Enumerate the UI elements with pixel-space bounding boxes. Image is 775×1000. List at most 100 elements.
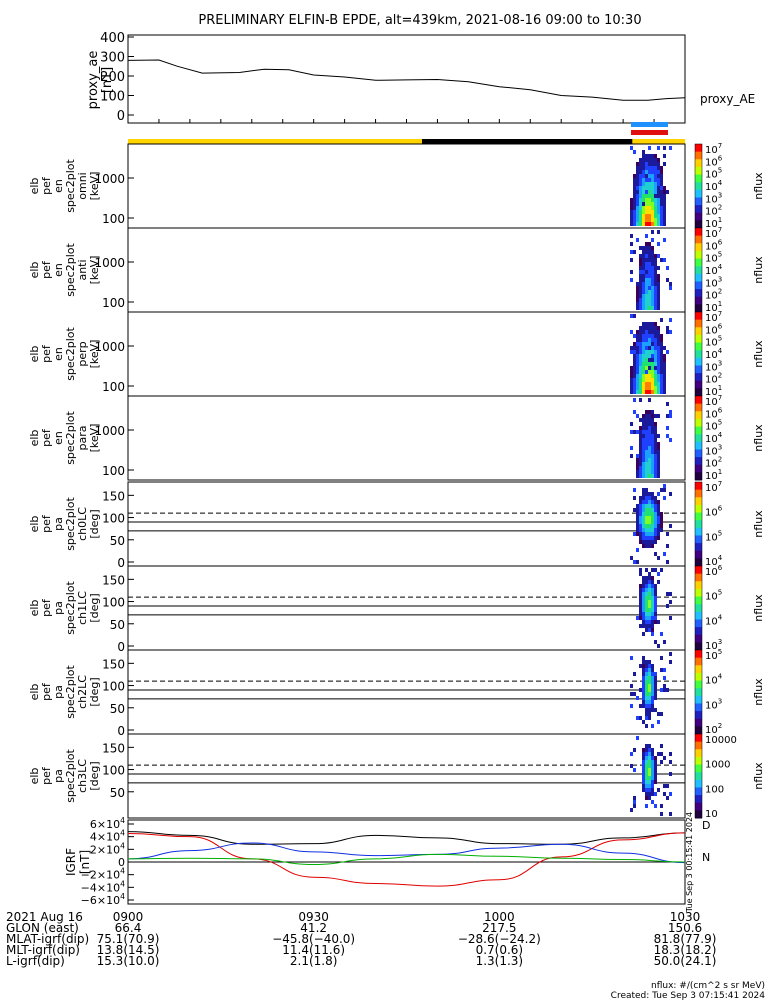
spec-cell [654, 474, 657, 478]
spec-cell [630, 390, 633, 394]
spec-cell [654, 470, 657, 474]
spec-cell [633, 430, 636, 434]
spec-cell [645, 390, 648, 394]
spec-cell [633, 488, 636, 492]
spec-cell [648, 532, 651, 536]
spec-cell [657, 326, 660, 330]
spec-cell [654, 462, 657, 466]
spec-ylabel-line: para [76, 426, 89, 451]
spec-cell [648, 796, 651, 800]
spec-cell [645, 458, 648, 462]
spec-cell [651, 294, 654, 298]
colorbar-tick-label-exp: 7 [718, 480, 722, 488]
spec-cell [636, 508, 639, 512]
spec-cell [654, 496, 657, 500]
spec-cell [654, 362, 657, 366]
spec-cell [639, 166, 642, 170]
spec-cell [642, 166, 645, 170]
spec-cell [645, 516, 648, 520]
xaxis-row-value: 0900 [113, 910, 144, 924]
spec-cell [642, 306, 645, 310]
colorbar-segment [695, 688, 702, 697]
spec-cell [636, 178, 639, 182]
spec-cell [651, 230, 654, 234]
colorbar-segment [695, 220, 702, 229]
spec-ylabel-line: [keV] [88, 256, 101, 285]
colorbar-tick-label-exp: 1 [718, 300, 722, 308]
spec-cell [651, 496, 654, 500]
spec-cell [657, 254, 660, 258]
spec-cell [648, 182, 651, 186]
spec-cell [642, 524, 645, 528]
colorbar-segment [695, 497, 702, 506]
spec-cell [633, 186, 636, 190]
spec-cell [642, 334, 645, 338]
spec-cell [645, 492, 648, 496]
spec-cell [639, 442, 642, 446]
spec-cell [669, 752, 672, 756]
igrf-ytick-label-exp: 4 [120, 829, 125, 838]
spec-cell [657, 504, 660, 508]
spec-cell [645, 504, 648, 508]
spec-cell [642, 178, 645, 182]
spec-cell [651, 306, 654, 310]
spec-cell [651, 752, 654, 756]
spec-cell [654, 386, 657, 390]
spec-cell [663, 362, 666, 366]
spec-cell [657, 374, 660, 378]
side-stamp: Tue Sep 3 00:15:41 2024 [685, 812, 694, 913]
spec-cell [642, 604, 645, 608]
spec-cell [633, 346, 636, 350]
igrf-series-igrf_total [127, 831, 686, 845]
colorbar-label: nflux [752, 424, 765, 452]
spec-cell [660, 752, 663, 756]
spec-cell [642, 700, 645, 704]
spec-cell [660, 668, 663, 672]
spec-cell [645, 600, 648, 604]
spec-cell [648, 382, 651, 386]
spec-cell [654, 612, 657, 616]
spec-cell [654, 298, 657, 302]
spec-cell [666, 266, 669, 270]
spec-cell [630, 704, 633, 708]
spec-cell [654, 596, 657, 600]
spec-cell [663, 202, 666, 206]
spec-cell [645, 350, 648, 354]
spec-cell [636, 524, 639, 528]
spec-cell [654, 158, 657, 162]
spec-cell [657, 194, 660, 198]
spec-cell [645, 302, 648, 306]
spec-cell [648, 166, 651, 170]
spec-cell [642, 182, 645, 186]
colorbar-segment [695, 312, 702, 321]
spec-cell [645, 262, 648, 266]
spec-cell [651, 426, 654, 430]
spec-cell [645, 592, 648, 596]
spec-cell [630, 430, 633, 434]
spec-cell [651, 210, 654, 214]
spec-cell [648, 664, 651, 668]
spec-cell [645, 768, 648, 772]
xaxis-row-value: 0930 [298, 910, 329, 924]
spec-cell [648, 350, 651, 354]
colorbar-segment [695, 388, 702, 397]
spec-ytick-label: 100 [102, 680, 125, 694]
spec-cell [654, 190, 657, 194]
colorbar-segment [695, 695, 702, 704]
spec-cell [654, 696, 657, 700]
spec-cell [648, 536, 651, 540]
spec-cell [630, 234, 633, 238]
spec-cell [645, 354, 648, 358]
colorbar-segment [695, 418, 702, 428]
spec-cell [633, 768, 636, 772]
spec-cell [639, 568, 642, 572]
spec-cell [651, 286, 654, 290]
spec-cell [657, 278, 660, 282]
spec-cell [651, 158, 654, 162]
colorbar-segment [695, 342, 702, 351]
colorbar-tick-label: 10 [705, 809, 718, 820]
spec-cell [648, 298, 651, 302]
spec-cell [642, 158, 645, 162]
bar-yellow-right [632, 139, 685, 144]
